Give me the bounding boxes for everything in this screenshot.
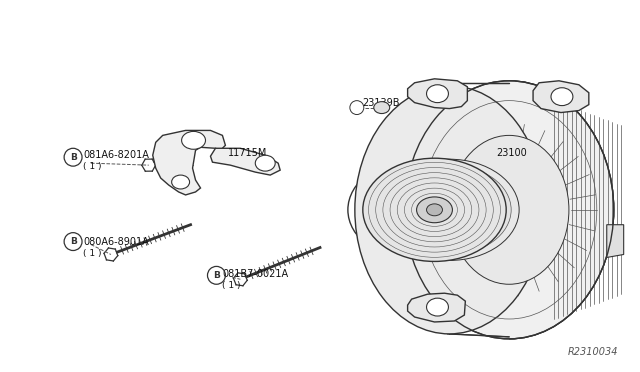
- Ellipse shape: [417, 197, 452, 223]
- Text: B: B: [70, 153, 77, 162]
- Text: 23139B: 23139B: [362, 98, 399, 108]
- Ellipse shape: [426, 298, 449, 316]
- Polygon shape: [533, 81, 589, 113]
- Text: 080A6-8901A: 080A6-8901A: [83, 237, 148, 247]
- Text: B: B: [70, 237, 77, 246]
- Ellipse shape: [374, 102, 390, 113]
- Text: R2310034: R2310034: [568, 347, 619, 357]
- Ellipse shape: [255, 155, 275, 171]
- Ellipse shape: [388, 165, 511, 254]
- Ellipse shape: [182, 131, 205, 149]
- Polygon shape: [211, 148, 280, 175]
- Text: B: B: [213, 271, 220, 280]
- Ellipse shape: [404, 81, 614, 339]
- Polygon shape: [408, 293, 465, 322]
- Ellipse shape: [551, 88, 573, 106]
- Text: ( 1 ): ( 1 ): [223, 281, 241, 290]
- Polygon shape: [607, 225, 623, 257]
- Ellipse shape: [426, 204, 442, 216]
- Text: 081A6-8201A: 081A6-8201A: [83, 150, 149, 160]
- Text: 11715M: 11715M: [228, 148, 268, 158]
- Ellipse shape: [363, 158, 506, 262]
- Text: 23100: 23100: [496, 148, 527, 158]
- Text: ( 1 ): ( 1 ): [83, 248, 102, 257]
- Ellipse shape: [355, 86, 544, 334]
- Ellipse shape: [426, 85, 449, 103]
- Ellipse shape: [449, 135, 569, 284]
- Ellipse shape: [380, 159, 519, 260]
- Text: ( 1 ): ( 1 ): [83, 162, 102, 171]
- Ellipse shape: [172, 175, 189, 189]
- Text: 081B7-0021A: 081B7-0021A: [223, 269, 289, 279]
- Polygon shape: [408, 79, 467, 109]
- Polygon shape: [153, 131, 225, 195]
